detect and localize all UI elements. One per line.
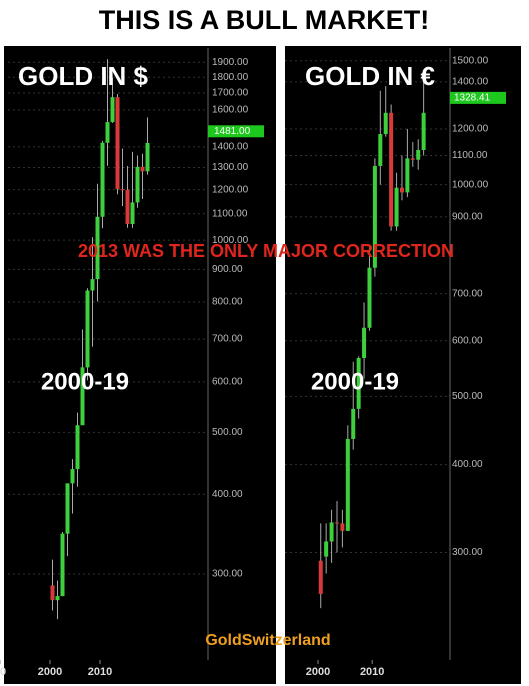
candle-body [372, 165, 377, 268]
x-tick-label: 2010 [88, 666, 112, 678]
y-tick-label: 1800.00 [212, 72, 249, 83]
candle-body [318, 560, 323, 594]
candle-body [125, 189, 130, 225]
candle-body [90, 279, 95, 291]
y-tick-label: 400.00 [452, 459, 483, 470]
candle-body [85, 290, 90, 368]
y-tick-label: 900.00 [452, 211, 483, 222]
price-tag-label: 1328.41 [454, 93, 491, 104]
chart-subtitle: 2000-19 [41, 368, 129, 395]
y-tick-label: 1000.00 [212, 235, 249, 246]
y-tick-label: 1000.00 [452, 179, 489, 190]
page-title: THIS IS A BULL MARKET! [99, 5, 430, 35]
candle-body [334, 522, 339, 524]
candle-body [50, 585, 55, 601]
candle-body [100, 142, 105, 217]
candle-body [356, 357, 361, 409]
candle-body [367, 267, 372, 328]
y-tick-label: 400.00 [212, 489, 243, 500]
candle-body [120, 189, 125, 191]
y-tick-label: 900.00 [212, 264, 243, 275]
chart-title: GOLD IN € [305, 61, 435, 91]
price-tag-label: 1481.00 [214, 126, 251, 137]
x-tick-label: 2000 [306, 666, 330, 678]
annotation: 2013 WAS THE ONLY MAJOR CORRECTION [78, 241, 454, 261]
candle-body [65, 483, 70, 534]
y-tick-label: 1100.00 [212, 208, 248, 219]
y-tick-label: 1200.00 [452, 124, 489, 135]
y-tick-label: 1900.00 [212, 57, 249, 68]
candle-body [115, 97, 120, 190]
y-tick-label: 700.00 [452, 288, 483, 299]
y-tick-label: 600.00 [452, 335, 483, 346]
y-tick-label: 300.00 [452, 547, 483, 558]
watermark: GoldSwitzerland [205, 632, 330, 649]
candle-body [135, 166, 140, 203]
candle-body [110, 97, 115, 123]
candle-body [145, 142, 150, 172]
candle-body [345, 438, 350, 531]
x-tick-label: 90 [0, 666, 6, 678]
candle-body [329, 522, 334, 542]
y-tick-label: 800.00 [212, 297, 243, 308]
price-tag [208, 125, 264, 138]
candle-body [383, 112, 388, 135]
chart-panel [285, 46, 521, 684]
y-tick-label: 700.00 [212, 334, 243, 345]
y-tick-label: 300.00 [212, 569, 243, 580]
candle-body [340, 523, 345, 531]
x-tick-label: 2000 [38, 666, 62, 678]
candle-body [389, 112, 394, 227]
candle-body [399, 187, 404, 193]
candle-body [394, 187, 399, 227]
candle-body [351, 408, 356, 439]
candle-body [55, 596, 60, 601]
candle-body [75, 425, 80, 470]
y-tick-label: 500.00 [212, 427, 243, 438]
y-tick-label: 1100.00 [452, 150, 488, 161]
chart-subtitle: 2000-19 [311, 368, 399, 395]
chart-panel [4, 46, 276, 684]
candle-body [324, 541, 329, 557]
candle-body [140, 166, 145, 172]
x-tick-label: 2010 [360, 666, 384, 678]
candle-body [362, 327, 367, 358]
y-tick-label: 1600.00 [212, 105, 249, 116]
price-tag [450, 91, 506, 104]
y-tick-label: 1400.00 [212, 142, 249, 153]
candle-body [95, 216, 100, 280]
chart-title: GOLD IN $ [18, 61, 149, 91]
candle-body [405, 158, 410, 193]
y-tick-label: 1200.00 [212, 184, 249, 195]
candle-body [416, 150, 421, 160]
y-tick-label: 1400.00 [452, 76, 489, 87]
candle-body [130, 202, 135, 225]
y-tick-label: 1700.00 [212, 88, 249, 99]
y-tick-label: 600.00 [212, 376, 243, 387]
candle-body [60, 533, 65, 597]
y-tick-label: 1300.00 [212, 162, 249, 173]
y-tick-label: 500.00 [452, 391, 483, 402]
candle-body [80, 367, 85, 426]
candle-body [378, 134, 383, 166]
candle-body [421, 112, 426, 151]
candle-body [70, 469, 75, 484]
candle-body [105, 122, 110, 143]
y-tick-label: 1500.00 [452, 55, 489, 66]
candle-body [410, 158, 415, 160]
